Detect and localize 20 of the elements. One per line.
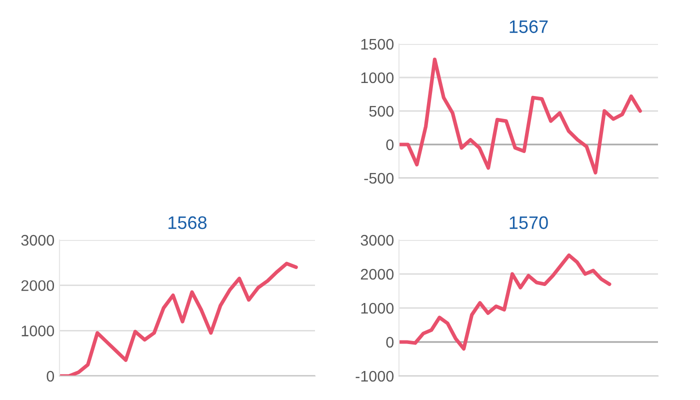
y-tick-label: 0 <box>386 336 394 348</box>
y-tick-label: 1000 <box>361 302 394 314</box>
y-tick-label: 3000 <box>21 234 54 246</box>
y-tick-label: 1000 <box>361 72 394 84</box>
y-tick-label: 1000 <box>22 326 54 336</box>
y-tick-label: 2000 <box>21 280 54 292</box>
y-tick-label: -500 <box>364 172 394 184</box>
chart-title: 1567 <box>510 20 548 34</box>
y-tick-label: 1500 <box>361 38 394 50</box>
y-tick-label: 3000 <box>360 234 394 246</box>
y-tick-label: 0 <box>46 370 54 382</box>
line-series <box>399 253 612 351</box>
y-tick-label: 500 <box>369 106 394 117</box>
line-series <box>399 58 642 174</box>
y-tick-label: 2000 <box>360 268 394 280</box>
y-tick-label: -1000 <box>356 370 394 382</box>
y-tick-label: 0 <box>386 139 394 150</box>
chart-title: 1570 <box>510 216 548 230</box>
line-series <box>60 262 298 376</box>
chart-title: 1568 <box>168 216 207 230</box>
